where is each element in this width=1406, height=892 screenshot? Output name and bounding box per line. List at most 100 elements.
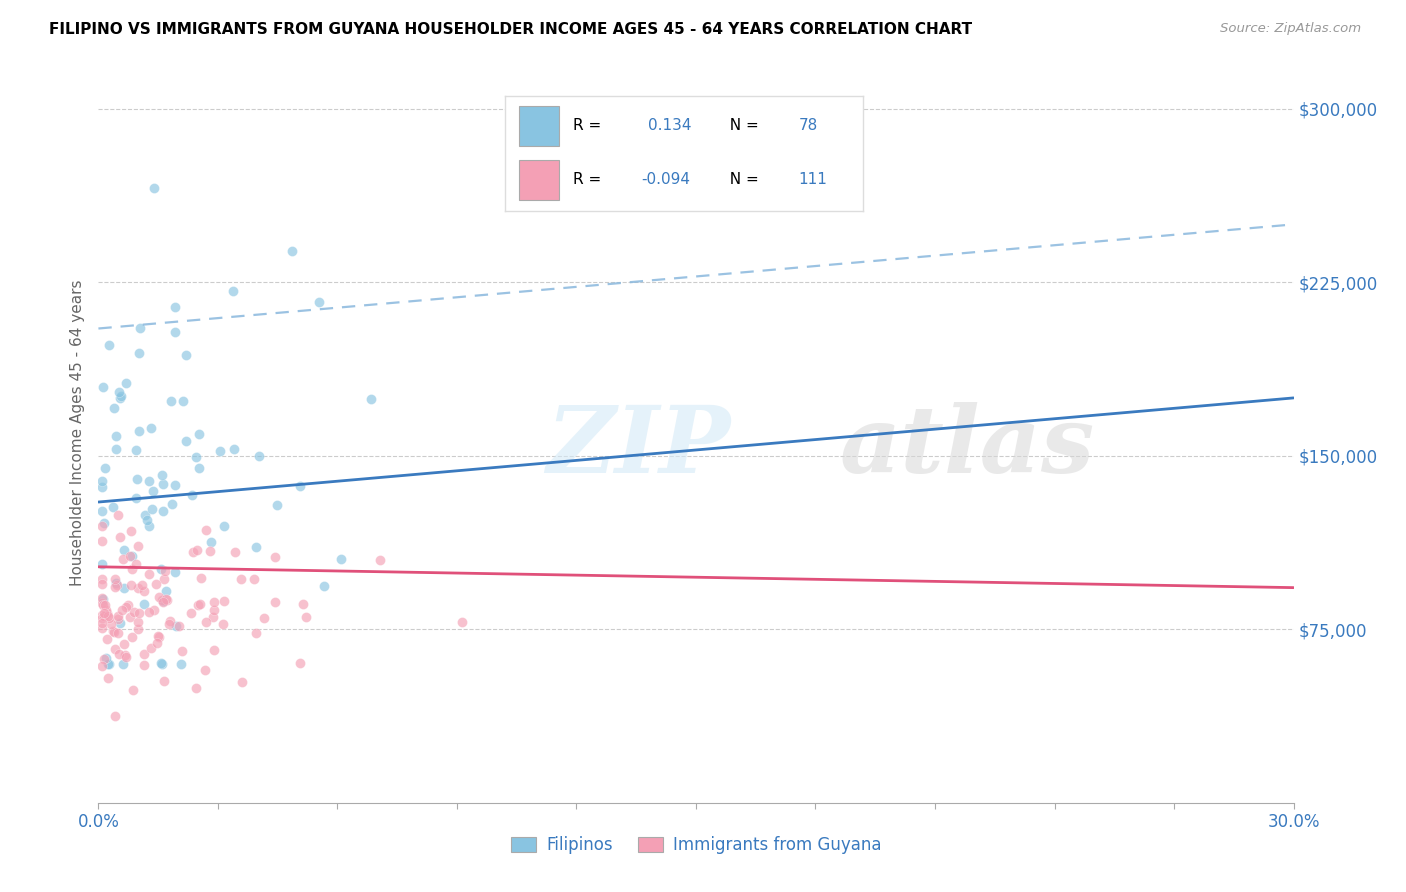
Point [170, 657, 193, 671]
Point [181, 545, 204, 559]
Point [94, 461, 117, 475]
Point [138, 606, 160, 620]
Point [127, 539, 149, 553]
Point [190, 597, 212, 611]
Point [100, 616, 122, 631]
Point [128, 321, 150, 335]
Point [150, 657, 173, 671]
Point [93, 652, 115, 666]
Point [121, 562, 143, 576]
Point [103, 500, 125, 515]
Point [97, 609, 120, 624]
Point [167, 619, 190, 633]
Point [91, 558, 114, 572]
Point [152, 476, 174, 491]
Point [115, 376, 138, 391]
Point [105, 442, 128, 456]
Point [212, 594, 235, 608]
Point [145, 577, 167, 591]
Point [165, 619, 187, 633]
Point [134, 508, 156, 522]
Point [195, 615, 218, 629]
Text: ZIP: ZIP [547, 402, 731, 492]
Point [224, 545, 246, 559]
Point [231, 572, 253, 586]
Point [253, 610, 276, 624]
Point [97, 657, 120, 671]
Point [104, 576, 127, 591]
Point [148, 591, 170, 605]
Point [245, 626, 267, 640]
Point [91, 607, 114, 622]
Point [120, 610, 142, 624]
Point [93, 609, 115, 624]
Point [141, 421, 163, 435]
Point [141, 502, 163, 516]
Point [91, 610, 114, 624]
Point [150, 593, 173, 607]
Point [150, 562, 173, 576]
Point [194, 523, 217, 537]
Point [266, 498, 288, 512]
Point [142, 603, 165, 617]
Point [91, 621, 114, 635]
Point [107, 647, 129, 661]
Point [294, 610, 316, 624]
Point [172, 644, 194, 658]
Point [156, 593, 179, 607]
Point [152, 594, 174, 608]
Point [157, 617, 180, 632]
Point [330, 552, 353, 566]
Point [159, 614, 181, 628]
Point [108, 530, 131, 544]
Point [91, 533, 114, 548]
Y-axis label: Householder Income Ages 45 - 64 years: Householder Income Ages 45 - 64 years [69, 279, 84, 586]
Point [202, 602, 225, 616]
Point [107, 508, 129, 522]
Point [172, 393, 194, 408]
Point [91, 577, 114, 591]
Point [160, 393, 183, 408]
Point [138, 519, 160, 533]
Point [165, 325, 187, 339]
Text: atlas: atlas [839, 402, 1095, 492]
Point [108, 391, 131, 405]
Point [180, 606, 202, 620]
Point [104, 642, 127, 657]
Point [160, 497, 183, 511]
Point [128, 424, 150, 438]
Point [112, 543, 135, 558]
Point [108, 384, 131, 399]
Point [131, 578, 153, 592]
Point [146, 636, 169, 650]
Point [186, 542, 208, 557]
Point [243, 572, 266, 586]
Point [112, 657, 135, 671]
Point [163, 300, 186, 314]
Point [104, 580, 127, 594]
Point [93, 380, 115, 394]
Point [98, 611, 121, 625]
Point [103, 624, 125, 639]
Point [111, 603, 134, 617]
Point [128, 346, 150, 360]
Point [91, 504, 114, 518]
Point [91, 596, 114, 610]
Point [263, 549, 285, 564]
Point [247, 450, 270, 464]
Point [91, 591, 114, 606]
Point [138, 474, 160, 488]
Point [96, 657, 118, 671]
Point [91, 598, 114, 612]
Point [96, 651, 118, 665]
Point [127, 622, 149, 636]
Point [312, 579, 335, 593]
Point [290, 656, 312, 670]
Point [91, 519, 114, 533]
Point [163, 477, 186, 491]
Point [110, 389, 132, 403]
Point [114, 599, 136, 614]
Point [103, 401, 125, 416]
Point [148, 630, 170, 644]
Point [112, 637, 135, 651]
